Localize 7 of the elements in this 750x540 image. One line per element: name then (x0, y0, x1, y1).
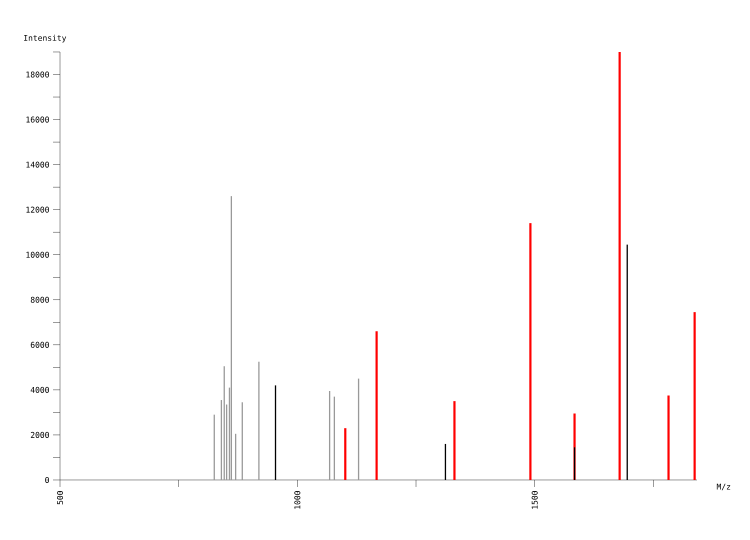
bar (376, 331, 378, 480)
bar (618, 52, 621, 480)
bar (344, 428, 346, 480)
bar (667, 396, 670, 480)
bar (694, 312, 696, 480)
bar (453, 401, 456, 480)
bar (529, 223, 532, 480)
